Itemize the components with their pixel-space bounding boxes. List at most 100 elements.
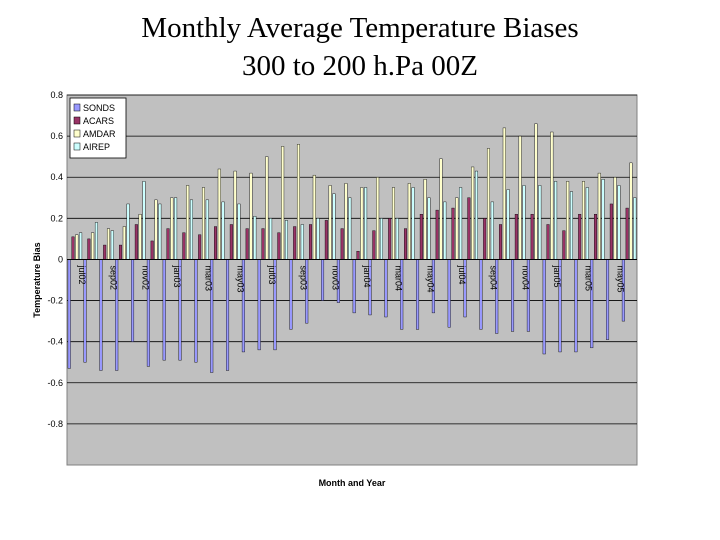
bar-acars-feb04 (372, 230, 376, 260)
bar-amdar-may03 (233, 170, 237, 260)
bar-airep-nov02 (142, 181, 146, 260)
bar-sonds-sep04 (479, 259, 483, 330)
bar-acars-feb05 (562, 230, 566, 260)
bar-amdar-jan04 (360, 187, 364, 260)
bar-sonds-jul04 (447, 259, 451, 328)
bar-sonds-mar04 (384, 259, 388, 318)
bar-acars-nov02 (134, 224, 138, 260)
y-tick-label: 0.2 (50, 213, 63, 223)
bar-airep-feb03 (189, 199, 193, 260)
bar-sonds-sep03 (289, 259, 293, 330)
y-tick-label: -0.6 (47, 378, 63, 388)
x-tick-label: jan05 (552, 264, 562, 287)
bar-amdar-aug04 (471, 166, 475, 260)
bar-acars-apr03 (214, 226, 218, 260)
bar-airep-may04 (427, 197, 431, 260)
bar-sonds-mar03 (194, 259, 198, 363)
bar-acars-jan03 (166, 228, 170, 260)
bar-airep-nov03 (332, 193, 336, 260)
bar-sonds-jan04 (352, 259, 356, 314)
bar-acars-may03 (229, 224, 233, 260)
bar-airep-dec03 (348, 197, 352, 260)
bar-acars-feb03 (182, 232, 186, 260)
y-tick-label: 0 (58, 254, 63, 264)
bar-amdar-may05 (613, 177, 617, 260)
legend-swatch-acars (73, 116, 81, 125)
bar-airep-jun03 (253, 216, 257, 260)
x-tick-label: sep04 (489, 265, 499, 290)
bar-amdar-jun05 (629, 162, 633, 260)
bar-acars-aug02 (87, 238, 91, 260)
x-tick-label: mar04 (394, 265, 404, 291)
bar-airep-dec04 (538, 185, 542, 260)
legend-swatch-amdar (73, 129, 81, 138)
legend: SONDS ACARS AMDAR AIREP (69, 97, 127, 159)
bar-airep-jul04 (459, 187, 463, 260)
bar-amdar-oct03 (312, 174, 316, 260)
bar-amdar-nov02 (138, 214, 142, 260)
bar-acars-nov04 (514, 214, 518, 260)
bar-acars-sep03 (293, 226, 297, 260)
bar-amdar-dec03 (344, 183, 348, 260)
bar-amdar-feb05 (566, 181, 570, 260)
bar-amdar-jan05 (550, 131, 554, 260)
bar-acars-aug03 (277, 232, 281, 260)
x-tick-label: sep02 (109, 265, 119, 290)
bar-amdar-aug03 (281, 146, 285, 260)
bar-acars-may05 (609, 203, 613, 260)
bar-acars-sep02 (103, 244, 107, 260)
bar-acars-jan05 (546, 224, 550, 260)
y-tick-label: -0.4 (47, 337, 63, 347)
x-tick-label: nov02 (140, 265, 150, 290)
bar-acars-dec03 (340, 228, 344, 260)
x-tick-label: mar03 (204, 265, 214, 291)
bar-sonds-jan03 (162, 259, 166, 361)
x-tick-label: may05 (615, 265, 625, 292)
legend-label-sonds: SONDS (83, 103, 115, 113)
bar-amdar-nov04 (518, 135, 522, 260)
bar-acars-apr04 (404, 228, 408, 260)
bar-acars-mar03 (198, 234, 202, 260)
bar-amdar-mar04 (391, 187, 395, 260)
bar-airep-aug02 (94, 222, 98, 260)
y-axis-title: Temperature Bias (32, 242, 42, 317)
bar-sonds-may03 (226, 259, 230, 371)
x-axis: jul02 sep02 nov02 jan03 mar03 may03 jul03 sep03… (77, 264, 625, 292)
x-tick-label: jan03 (172, 264, 182, 287)
x-tick-label: nov04 (520, 265, 530, 290)
bar-amdar-feb04 (376, 177, 380, 260)
chart-title: Monthly Average Temperature Biases (141, 12, 579, 44)
bar-amdar-jan03 (170, 197, 174, 260)
x-tick-label: sep03 (299, 265, 309, 290)
bar-airep-mar04 (395, 218, 399, 260)
x-tick-label: may03 (235, 265, 245, 292)
bar-airep-mar03 (205, 199, 209, 260)
bar-amdar-may04 (423, 179, 427, 260)
bar-acars-mar04 (388, 218, 392, 260)
grid-lines (67, 94, 637, 425)
bar-airep-jan03 (174, 197, 178, 260)
bar-airep-jul03 (269, 218, 273, 260)
x-tick-label: may04 (425, 265, 435, 292)
bar-airep-oct02 (126, 203, 130, 260)
bar-amdar-nov03 (328, 185, 332, 260)
legend-label-amdar: AMDAR (83, 129, 116, 139)
bar-acars-may04 (419, 214, 423, 260)
legend-label-acars: ACARS (83, 116, 114, 126)
legend-swatch-airep (73, 142, 81, 151)
bar-acars-mar05 (578, 214, 582, 260)
x-tick-label: jul04 (457, 264, 467, 284)
bar-airep-jan04 (364, 187, 368, 260)
bars (67, 123, 637, 373)
bar-acars-oct04 (499, 224, 503, 260)
bar-amdar-dec04 (534, 123, 538, 260)
bar-amdar-sep02 (106, 228, 110, 260)
x-axis-title: Month and Year (319, 478, 386, 488)
legend-label-airep: AIREP (83, 142, 110, 152)
bar-airep-may05 (617, 185, 621, 260)
bar-acars-jan04 (356, 251, 360, 260)
bar-airep-jul02 (79, 232, 83, 260)
legend-swatch-sonds (73, 103, 81, 112)
x-tick-label: jan04 (362, 264, 372, 287)
bar-amdar-mar03 (201, 187, 205, 260)
